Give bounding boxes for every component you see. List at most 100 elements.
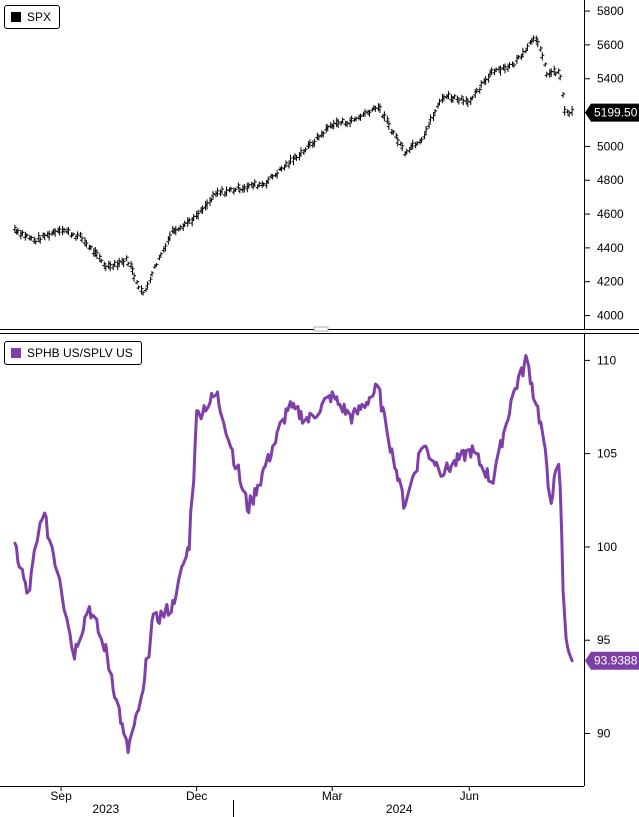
x-tick-label: Sep [50, 789, 72, 803]
spx-ohlc-bar [303, 147, 308, 153]
spx-ohlc-bar [534, 35, 539, 44]
spx-ohlc-bar [394, 132, 399, 140]
spx-ohlc-bar [71, 232, 75, 237]
spx-ohlc-bar [483, 76, 488, 85]
ratio-y-tick-label: 100 [597, 540, 617, 554]
spx-ohlc-bar [66, 226, 71, 235]
spx-ohlc-bar [395, 136, 400, 147]
x-tick-label: Mar [322, 789, 343, 803]
spx-ohlc-bar [382, 111, 387, 122]
spx-ohlc-bar [431, 112, 436, 122]
spx-ohlc-bar [200, 205, 205, 214]
spx-ohlc-bar [94, 249, 99, 259]
spx-ohlc-bar [103, 264, 108, 271]
spx-ohlc-bar [145, 281, 150, 289]
spx-ohlc-bar [78, 231, 83, 238]
spx-ohlc-bar [62, 227, 67, 234]
spx-y-tick-label: 5800 [597, 4, 624, 18]
spx-ohlc-bar [570, 105, 575, 116]
spx-ohlc-bar [410, 139, 415, 150]
spx-ohlc-bar [163, 242, 168, 252]
spx-ohlc-bar [316, 134, 321, 141]
spx-ohlc-bar [422, 132, 427, 140]
spx-ohlc-bar [367, 109, 372, 117]
spx-ohlc-bar [139, 285, 144, 295]
spx-ohlc-bar [540, 52, 545, 61]
spx-ohlc-bar [112, 259, 117, 267]
spx-ohlc-bar [385, 115, 390, 125]
spx-ohlc-bar [433, 109, 438, 115]
spx-ohlc-bar [538, 45, 543, 52]
spx-ohlc-bar [149, 270, 154, 277]
spx-ohlc-bar [135, 280, 140, 285]
spx-ohlc-bar [284, 160, 289, 168]
spx-ohlc-bar [108, 261, 113, 272]
spx-ohlc-bar [148, 276, 153, 284]
spx-ohlc-bar [124, 255, 129, 261]
spx-y-tick-label: 4000 [597, 309, 624, 323]
spx-ohlc-bar [211, 191, 216, 199]
spx-ohlc-bar [419, 137, 424, 144]
spx-legend-swatch [11, 12, 21, 22]
ratio-legend[interactable]: SPHB US/SPLV US [4, 341, 142, 365]
spx-ohlc-bar [307, 139, 312, 148]
spx-ohlc-bar [510, 61, 515, 67]
spx-last-value-badge-text: 5199.50 [594, 106, 638, 120]
spx-ohlc-bar [427, 121, 432, 129]
spx-ohlc-bar [75, 231, 80, 240]
spx-legend[interactable]: SPX [4, 5, 61, 29]
spx-ohlc-bar [97, 253, 102, 262]
ratio-y-tick-label: 95 [597, 633, 611, 647]
spx-ohlc-bar [498, 65, 503, 76]
spx-y-tick-label: 5000 [597, 139, 624, 153]
spx-ohlc-bar [391, 130, 396, 135]
spx-ohlc-bar [129, 261, 134, 270]
spx-ohlc-bar [556, 68, 561, 75]
spx-ohlc-bar [336, 118, 341, 129]
spx-ohlc-bar [154, 262, 159, 268]
spx-ohlc-bar [126, 261, 131, 267]
spx-ohlc-bar [562, 105, 567, 116]
spx-ohlc-bar [157, 255, 162, 261]
spx-ohlc-bar [173, 225, 178, 236]
spx-ohlc-bar [535, 38, 540, 48]
spx-ohlc-bar [196, 209, 201, 220]
spx-ohlc-bar [219, 186, 224, 195]
spx-ohlc-bar [312, 138, 317, 147]
spx-ohlc-bar [117, 257, 122, 268]
spx-ohlc-bar [242, 183, 247, 193]
spx-ohlc-bar [345, 120, 350, 128]
spx-ohlc-bar [437, 98, 442, 106]
spx-ohlc-bar [358, 113, 363, 121]
ratio-last-value-badge: 93.9388 [585, 651, 639, 670]
spx-ohlc-bar [531, 35, 536, 43]
spx-ohlc-bar [489, 67, 494, 76]
spx-ohlc-bar [400, 142, 405, 152]
ratio-y-tick-label: 110 [597, 353, 616, 367]
spx-ohlc-bar [36, 232, 41, 243]
spx-ohlc-bar [182, 220, 187, 227]
spx-ohlc-bar [102, 261, 107, 268]
spx-ohlc-bar [79, 235, 84, 243]
ratio-last-value-badge-text: 93.9388 [594, 654, 638, 668]
spx-ohlc-bar [187, 217, 192, 225]
spx-ohlc-bar [57, 225, 62, 236]
year-label: 2023 [92, 802, 119, 816]
spx-ohlc-bar [424, 125, 429, 135]
spx-ohlc-bar [544, 71, 549, 78]
spx-ohlc-bar [456, 97, 461, 105]
panel-resize-handle[interactable] [313, 326, 329, 332]
spx-ohlc-bar [29, 235, 34, 241]
spx-ohlc-bar [252, 179, 257, 187]
spx-legend-label: SPX [27, 10, 52, 24]
spx-ohlc-bar [236, 182, 241, 190]
spx-ohlc-bar [121, 258, 126, 268]
spx-ohlc-bar [543, 62, 548, 67]
spx-ohlc-bar [237, 187, 242, 194]
ratio-legend-swatch [11, 348, 21, 358]
spx-ohlc-bar [474, 87, 479, 94]
ratio-series-line [13, 354, 574, 755]
spx-ohlc-bar [257, 181, 262, 188]
spx-ohlc-bar [279, 165, 284, 172]
